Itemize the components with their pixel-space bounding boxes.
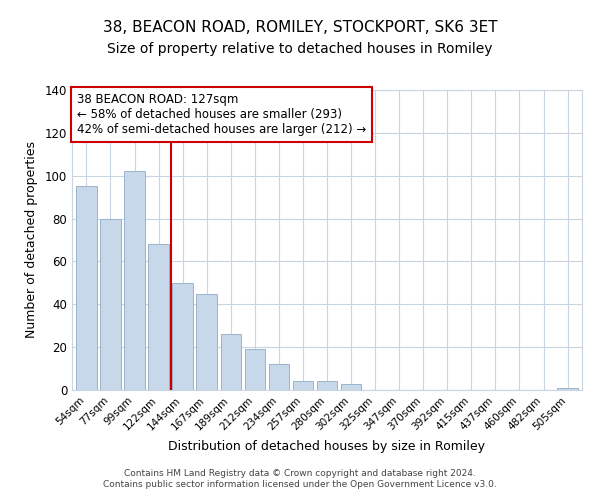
Text: Contains HM Land Registry data © Crown copyright and database right 2024.: Contains HM Land Registry data © Crown c… <box>124 468 476 477</box>
Bar <box>221 334 241 390</box>
Bar <box>100 218 121 390</box>
Bar <box>124 172 145 390</box>
Text: Size of property relative to detached houses in Romiley: Size of property relative to detached ho… <box>107 42 493 56</box>
Bar <box>196 294 217 390</box>
Text: 38, BEACON ROAD, ROMILEY, STOCKPORT, SK6 3ET: 38, BEACON ROAD, ROMILEY, STOCKPORT, SK6… <box>103 20 497 35</box>
Bar <box>341 384 361 390</box>
Bar <box>293 382 313 390</box>
X-axis label: Distribution of detached houses by size in Romiley: Distribution of detached houses by size … <box>169 440 485 453</box>
Bar <box>245 350 265 390</box>
Text: 38 BEACON ROAD: 127sqm
← 58% of detached houses are smaller (293)
42% of semi-de: 38 BEACON ROAD: 127sqm ← 58% of detached… <box>77 93 367 136</box>
Bar <box>317 382 337 390</box>
Bar <box>148 244 169 390</box>
Bar <box>269 364 289 390</box>
Bar <box>557 388 578 390</box>
Bar <box>172 283 193 390</box>
Text: Contains public sector information licensed under the Open Government Licence v3: Contains public sector information licen… <box>103 480 497 489</box>
Bar <box>76 186 97 390</box>
Y-axis label: Number of detached properties: Number of detached properties <box>25 142 38 338</box>
